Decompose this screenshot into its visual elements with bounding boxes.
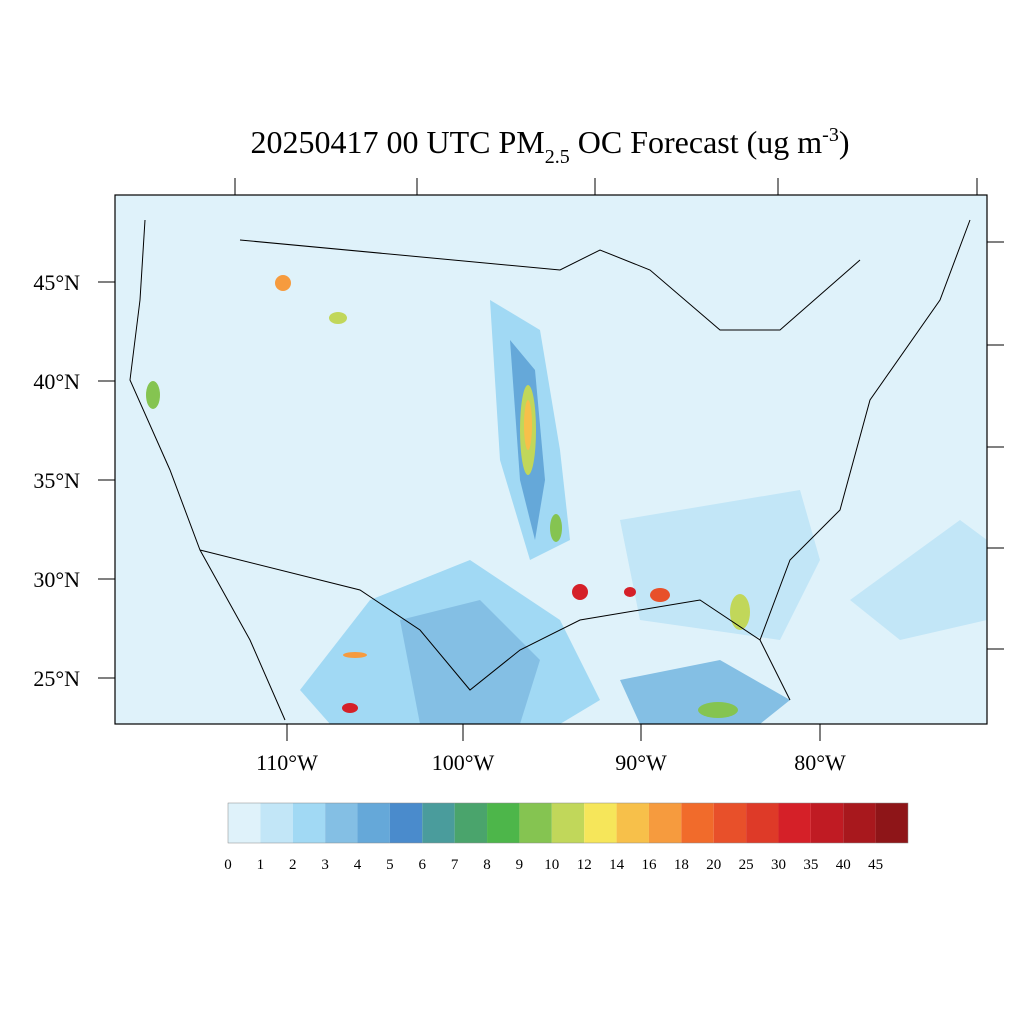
colorbar-label: 35	[803, 857, 818, 873]
colorbar-label: 3	[321, 857, 329, 873]
colorbar-box	[843, 803, 876, 843]
map-frame	[114, 194, 988, 725]
plume	[730, 594, 750, 630]
plume	[650, 588, 670, 602]
colorbar-box	[778, 803, 811, 843]
plume	[343, 652, 367, 658]
plume	[329, 312, 347, 324]
colorbar-label: 20	[706, 857, 721, 873]
colorbar-box	[357, 803, 390, 843]
colorbar-box	[584, 803, 617, 843]
colorbar-label: 6	[419, 857, 427, 873]
colorbar-box	[389, 803, 423, 843]
map-field	[114, 194, 988, 725]
colorbar-box	[325, 803, 358, 843]
colorbar-box	[746, 803, 779, 843]
colorbar-label: 16	[641, 857, 657, 873]
colorbar-label: 18	[674, 857, 689, 873]
colorbar-label: 4	[354, 857, 362, 873]
lat-label: 30°N	[33, 567, 80, 592]
colorbar-box	[616, 803, 649, 843]
lon-label: 90°W	[615, 750, 667, 775]
colorbar-label: 40	[836, 857, 851, 873]
plume	[624, 587, 636, 597]
colorbar-label: 14	[609, 857, 625, 873]
title-part: OC Forecast (ug m	[570, 124, 823, 160]
colorbar-label: 1	[257, 857, 265, 873]
colorbar-label: 5	[386, 857, 394, 873]
lon-label: 110°W	[256, 750, 318, 775]
colorbar-label: 0	[224, 857, 232, 873]
region	[620, 660, 790, 724]
colorbar-label: 12	[577, 857, 592, 873]
plume	[698, 702, 738, 718]
plume	[524, 400, 532, 450]
plume	[146, 381, 160, 409]
lat-label: 25°N	[33, 666, 80, 691]
lat-label: 35°N	[33, 468, 80, 493]
plume	[342, 703, 358, 713]
title-part: )	[839, 124, 850, 160]
colorbar-label: 9	[516, 857, 524, 873]
colorbar-box	[454, 803, 488, 843]
region	[850, 520, 987, 640]
title-subscript: 2.5	[545, 146, 570, 168]
colorbar-box	[648, 803, 682, 843]
ticks: 45°N 40°N 35°N 30°N 25°N 110°W 100°W 90°W 80°W	[33, 178, 1004, 775]
plume	[550, 514, 562, 542]
region	[400, 600, 540, 724]
colorbar-label: 8	[483, 857, 491, 873]
colorbar-box	[875, 803, 908, 843]
plume	[275, 275, 291, 291]
colorbar-label: 30	[771, 857, 786, 873]
lat-label: 45°N	[33, 270, 80, 295]
colorbar-box	[551, 803, 585, 843]
colorbar-label: 25	[739, 857, 754, 873]
colorbar-box	[519, 803, 552, 843]
colorbar-label: 45	[868, 857, 883, 873]
colorbar-box	[713, 803, 747, 843]
colorbar: 0 1 2 3 4 5 6 7 8 9 10 12 14 16 18 20 25 30 35 40 45	[224, 802, 909, 873]
plume	[572, 584, 588, 600]
lon-label: 80°W	[794, 750, 846, 775]
colorbar-box	[487, 803, 520, 843]
colorbar-box	[422, 803, 455, 843]
colorbar-label: 7	[451, 857, 459, 873]
colorbar-frame	[227, 802, 909, 844]
colorbar-box	[260, 803, 293, 843]
lat-label: 40°N	[33, 369, 80, 394]
colorbar-box	[810, 803, 844, 843]
colorbar-box	[292, 803, 326, 843]
title: 20250417 00 UTC PM2.5 OC Forecast (ug m-…	[251, 124, 850, 168]
coastline	[129, 219, 971, 721]
colorbar-label: 2	[289, 857, 297, 873]
colorbar-label: 10	[544, 857, 559, 873]
title-superscript: -3	[822, 124, 839, 146]
title-part: 20250417 00 UTC PM	[251, 124, 545, 160]
region	[620, 490, 820, 640]
lon-label: 100°W	[432, 750, 495, 775]
colorbar-box	[228, 803, 261, 843]
colorbar-box	[681, 803, 714, 843]
